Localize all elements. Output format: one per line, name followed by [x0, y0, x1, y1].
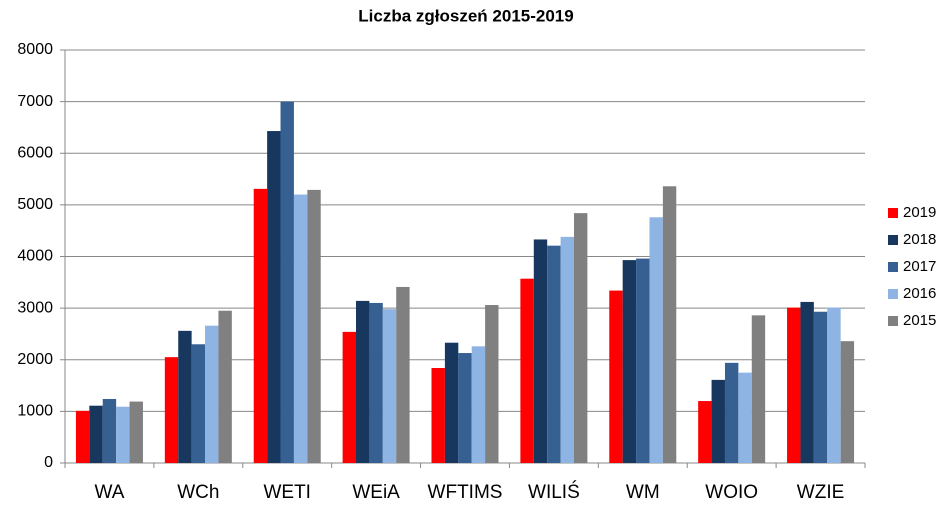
y-tick-label: 1000 [17, 403, 53, 420]
x-tick-label: WFTIMS [428, 482, 503, 503]
bar [800, 301, 814, 463]
y-tick-label: 5000 [17, 196, 53, 213]
bar [116, 406, 130, 463]
bar [293, 194, 308, 464]
bar [622, 260, 637, 463]
bar [444, 342, 459, 463]
y-tick-label: 4000 [17, 248, 53, 265]
bar [89, 405, 103, 463]
bar [520, 278, 534, 463]
y-tick-label: 3000 [17, 299, 53, 316]
y-tick-label: 0 [44, 454, 53, 471]
legend-label: 2015 [903, 312, 936, 329]
bar [191, 344, 206, 463]
legend-swatch [888, 208, 898, 218]
bar [307, 189, 321, 463]
bar [738, 372, 752, 463]
bar [458, 353, 472, 463]
bar [356, 300, 370, 463]
x-tick-label: WILIŚ [528, 481, 580, 503]
bar [813, 311, 828, 463]
bar [573, 213, 588, 463]
x-tick-label: WOIO [705, 482, 758, 503]
bar [396, 286, 410, 463]
bar [342, 331, 357, 463]
bar [369, 302, 383, 463]
x-tick-label: WZIE [797, 482, 845, 503]
bar [205, 325, 219, 463]
y-tick-label: 8000 [17, 41, 53, 58]
bar [560, 236, 574, 463]
bar [75, 410, 90, 463]
bar [827, 307, 841, 463]
legend-swatch [888, 316, 898, 326]
bar [698, 401, 712, 463]
bar [253, 188, 268, 463]
y-tick-label: 7000 [17, 93, 53, 110]
bar [129, 401, 143, 463]
x-tick-label: WETI [263, 482, 311, 503]
legend-swatch [888, 289, 898, 299]
chart-title: Liczba zgłoszeń 2015-2019 [358, 6, 573, 25]
bar [267, 131, 281, 463]
bar [547, 245, 561, 463]
x-tick-label: WA [94, 482, 124, 503]
bar [751, 315, 766, 463]
bar [662, 186, 677, 464]
bar [431, 368, 445, 463]
bar [485, 305, 499, 463]
legend-label: 2018 [903, 231, 936, 248]
bar [649, 217, 663, 463]
legend-label: 2017 [903, 258, 936, 275]
bar [724, 362, 739, 463]
legend-swatch [888, 235, 898, 245]
bar [471, 346, 486, 463]
bar [164, 357, 179, 463]
bar [102, 398, 117, 463]
x-tick-label: WEiA [352, 482, 400, 503]
bar [609, 290, 623, 463]
bar [711, 379, 725, 463]
legend-label: 2019 [903, 204, 936, 221]
x-tick-label: WM [626, 482, 660, 503]
x-tick-label: WCh [177, 482, 219, 503]
y-tick-label: 2000 [17, 351, 53, 368]
bar [280, 101, 294, 463]
bar [382, 309, 397, 463]
bar [787, 307, 801, 463]
legend-swatch [888, 262, 898, 272]
bar [533, 239, 548, 463]
y-tick-label: 6000 [17, 144, 53, 161]
bar [840, 341, 855, 463]
legend-label: 2016 [903, 285, 936, 302]
bar [636, 258, 650, 463]
bar [178, 330, 192, 463]
bar [218, 310, 232, 463]
